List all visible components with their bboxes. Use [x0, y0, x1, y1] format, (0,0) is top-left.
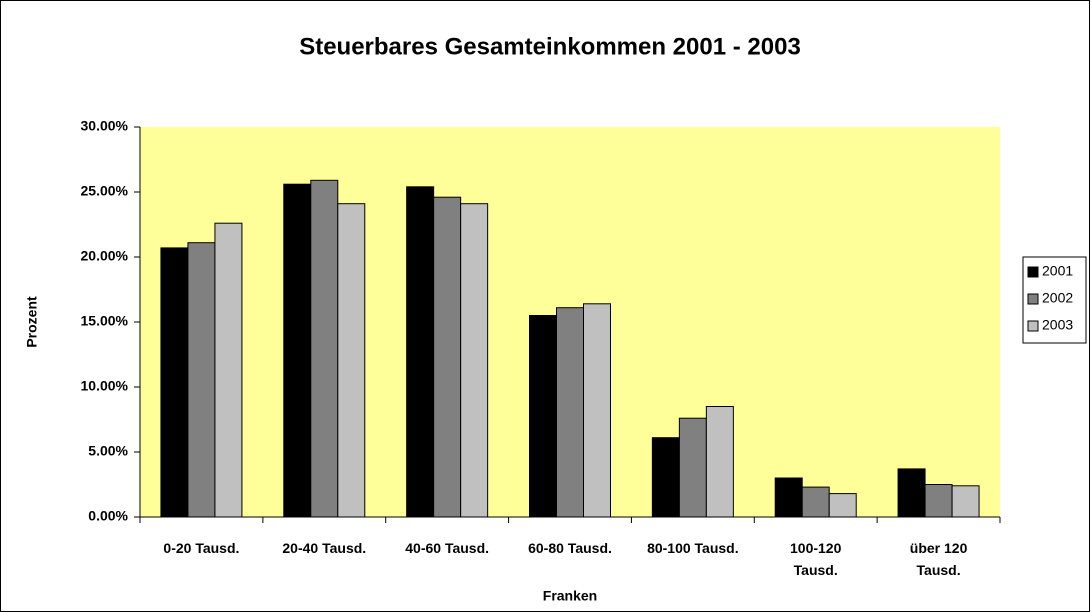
bar [283, 183, 312, 518]
bar [651, 437, 680, 518]
bar [160, 247, 189, 518]
legend-swatch [1027, 320, 1039, 332]
x-axis-label: Franken [543, 588, 597, 604]
bar [214, 222, 243, 518]
bar [406, 186, 435, 518]
bar [556, 307, 584, 518]
x-tick-label: 80-100 Tausd. [647, 540, 739, 556]
y-tick-label: 20.00% [81, 248, 129, 264]
x-tick-label: 0-20 Tausd. [163, 540, 240, 556]
y-tick-label: 5.00% [88, 443, 128, 459]
bar [705, 406, 734, 518]
bar [774, 477, 803, 518]
x-tick-label: 100-120 Tausd. [790, 540, 842, 578]
x-tick-label: über 120 Tausd. [909, 540, 968, 578]
bar [801, 486, 830, 518]
bar [828, 493, 857, 518]
bar [337, 203, 366, 518]
legend-swatch [1027, 266, 1039, 278]
y-tick-label: 30.00% [81, 118, 129, 134]
x-tick-label: 60-80 Tausd. [528, 540, 612, 556]
legend-swatch [1027, 293, 1039, 305]
y-tick-label: 25.00% [81, 183, 129, 199]
legend-label: 2001 [1042, 263, 1073, 279]
bar [187, 242, 216, 518]
bar [310, 179, 339, 518]
chart-title: Steuerbares Gesamteinkommen 2001 - 2003 [299, 33, 801, 60]
y-tick-label: 0.00% [88, 508, 128, 524]
bar [924, 484, 953, 518]
bar [529, 315, 557, 518]
legend-label: 2002 [1042, 290, 1073, 306]
bar [460, 203, 489, 518]
y-tick-label: 10.00% [81, 378, 129, 394]
y-tick-label: 15.00% [81, 313, 129, 329]
legend-label: 2003 [1042, 317, 1073, 333]
bar [951, 485, 980, 518]
bar [678, 417, 707, 518]
x-tick-label: 20-40 Tausd. [282, 540, 367, 556]
bar [583, 303, 611, 518]
bar [897, 468, 926, 518]
x-tick-label: 40-60 Tausd. [405, 540, 490, 556]
bar [433, 196, 462, 518]
y-axis-label: Prozent [24, 296, 40, 348]
